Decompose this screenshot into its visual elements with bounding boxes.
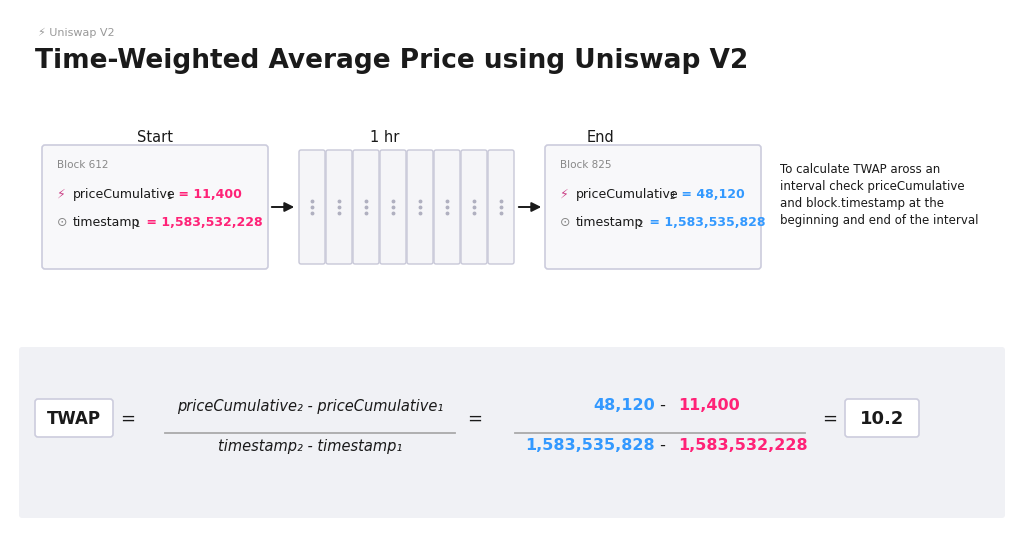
Text: = 1,583,532,228: = 1,583,532,228 xyxy=(142,216,262,229)
Text: 11,400: 11,400 xyxy=(678,398,739,413)
Text: End: End xyxy=(586,130,613,145)
FancyBboxPatch shape xyxy=(545,145,761,269)
FancyBboxPatch shape xyxy=(35,399,113,437)
Text: priceCumulative: priceCumulative xyxy=(575,188,679,201)
Text: To calculate TWAP aross an: To calculate TWAP aross an xyxy=(780,163,940,176)
Text: and block.timestamp at the: and block.timestamp at the xyxy=(780,197,944,210)
Text: 1: 1 xyxy=(166,192,171,201)
Text: -: - xyxy=(655,439,671,453)
FancyBboxPatch shape xyxy=(353,150,379,264)
FancyBboxPatch shape xyxy=(380,150,406,264)
Text: beginning and end of the interval: beginning and end of the interval xyxy=(780,214,979,227)
Text: timestamp: timestamp xyxy=(575,216,643,229)
FancyBboxPatch shape xyxy=(488,150,514,264)
Text: 2: 2 xyxy=(637,220,642,229)
Text: Block 825: Block 825 xyxy=(560,160,611,170)
Text: ⚡: ⚡ xyxy=(57,188,66,201)
FancyBboxPatch shape xyxy=(434,150,460,264)
Text: 10.2: 10.2 xyxy=(860,410,904,428)
Text: priceCumulative₂ - priceCumulative₁: priceCumulative₂ - priceCumulative₁ xyxy=(177,398,443,413)
Text: timestamp₂ - timestamp₁: timestamp₂ - timestamp₁ xyxy=(218,439,402,453)
Text: -: - xyxy=(655,398,671,413)
Text: TWAP: TWAP xyxy=(47,410,101,428)
FancyBboxPatch shape xyxy=(326,150,352,264)
Text: ⊙: ⊙ xyxy=(560,216,570,229)
Text: =: = xyxy=(822,410,838,428)
Text: interval check priceCumulative: interval check priceCumulative xyxy=(780,180,965,193)
FancyBboxPatch shape xyxy=(845,399,919,437)
Text: Block 612: Block 612 xyxy=(57,160,109,170)
Text: timestamp: timestamp xyxy=(73,216,140,229)
Text: priceCumulative: priceCumulative xyxy=(73,188,176,201)
Text: = 1,583,535,828: = 1,583,535,828 xyxy=(645,216,766,229)
Text: ⚡: ⚡ xyxy=(560,188,568,201)
Text: Start: Start xyxy=(137,130,173,145)
FancyBboxPatch shape xyxy=(461,150,487,264)
FancyBboxPatch shape xyxy=(407,150,433,264)
Text: =: = xyxy=(121,410,135,428)
Text: 1 hr: 1 hr xyxy=(371,130,399,145)
Text: ⚡ Uniswap V2: ⚡ Uniswap V2 xyxy=(38,28,115,38)
Text: 1,583,535,828: 1,583,535,828 xyxy=(525,439,655,453)
FancyBboxPatch shape xyxy=(19,347,1005,518)
Text: 1: 1 xyxy=(134,220,139,229)
Text: 48,120: 48,120 xyxy=(593,398,655,413)
Text: 1,583,532,228: 1,583,532,228 xyxy=(678,439,808,453)
Text: Time-Weighted Average Price using Uniswap V2: Time-Weighted Average Price using Uniswa… xyxy=(35,48,749,74)
Text: 2: 2 xyxy=(669,192,674,201)
FancyBboxPatch shape xyxy=(42,145,268,269)
Text: =: = xyxy=(468,410,482,428)
FancyBboxPatch shape xyxy=(299,150,325,264)
Text: = 48,120: = 48,120 xyxy=(677,188,744,201)
Text: ⊙: ⊙ xyxy=(57,216,68,229)
Text: = 11,400: = 11,400 xyxy=(174,188,242,201)
